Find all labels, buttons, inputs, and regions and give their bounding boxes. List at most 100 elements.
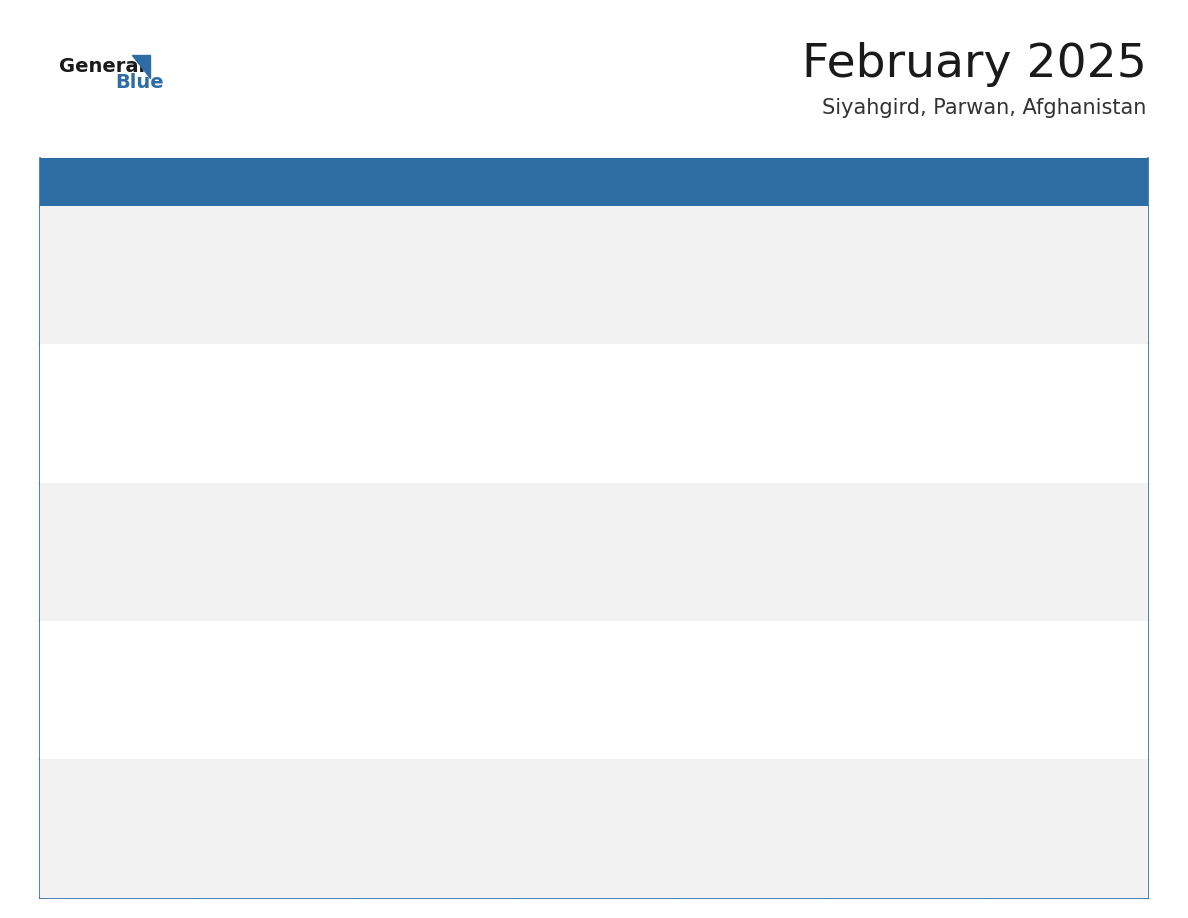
Text: Sunset: 5:37 PM: Sunset: 5:37 PM <box>48 666 132 677</box>
Text: Daylight: 11 hours: Daylight: 11 hours <box>997 681 1093 691</box>
Text: Wednesday: Wednesday <box>523 174 608 189</box>
Text: and 21 minutes.: and 21 minutes. <box>681 834 765 845</box>
Text: Sunset: 5:47 PM: Sunset: 5:47 PM <box>522 805 607 815</box>
Text: Sunset: 5:42 PM: Sunset: 5:42 PM <box>839 666 923 677</box>
Text: 18: 18 <box>364 630 385 645</box>
Text: Sunrise: 6:52 AM: Sunrise: 6:52 AM <box>48 375 137 386</box>
Text: and 31 minutes.: and 31 minutes. <box>48 420 133 430</box>
Text: Daylight: 10 hours: Daylight: 10 hours <box>206 405 302 415</box>
Text: Sunrise: 6:42 AM: Sunrise: 6:42 AM <box>681 514 769 523</box>
Text: Sunrise: 6:26 AM: Sunrise: 6:26 AM <box>681 790 769 800</box>
Text: Sunrise: 6:41 AM: Sunrise: 6:41 AM <box>839 514 927 523</box>
Text: Sunrise: 6:50 AM: Sunrise: 6:50 AM <box>522 375 611 386</box>
Text: Sunset: 5:28 PM: Sunset: 5:28 PM <box>839 390 923 400</box>
Text: and 42 minutes.: and 42 minutes. <box>997 420 1082 430</box>
Text: Daylight: 11 hours: Daylight: 11 hours <box>522 820 619 830</box>
Text: and 44 minutes.: and 44 minutes. <box>48 558 133 567</box>
Text: 25: 25 <box>364 768 384 784</box>
Text: 27: 27 <box>681 768 701 784</box>
Text: General: General <box>59 57 145 75</box>
Text: Sunset: 5:30 PM: Sunset: 5:30 PM <box>48 529 132 538</box>
Text: Sunrise: 6:35 AM: Sunrise: 6:35 AM <box>681 652 769 662</box>
Text: Sunset: 5:38 PM: Sunset: 5:38 PM <box>206 666 290 677</box>
Text: Daylight: 11 hours: Daylight: 11 hours <box>839 820 935 830</box>
Text: Friday: Friday <box>840 174 884 189</box>
Text: Sunset: 5:43 PM: Sunset: 5:43 PM <box>997 666 1081 677</box>
Text: Sunrise: 6:36 AM: Sunrise: 6:36 AM <box>522 652 611 662</box>
Text: Daylight: 10 hours: Daylight: 10 hours <box>48 405 144 415</box>
Text: Daylight: 11 hours: Daylight: 11 hours <box>839 681 935 691</box>
Text: Daylight: 10 hours: Daylight: 10 hours <box>48 543 144 553</box>
Text: 15: 15 <box>997 492 1017 507</box>
Text: and 53 minutes.: and 53 minutes. <box>839 558 923 567</box>
Text: 16: 16 <box>48 630 68 645</box>
Text: 19: 19 <box>522 630 543 645</box>
Text: Daylight: 10 hours: Daylight: 10 hours <box>839 543 935 553</box>
Text: Sunset: 5:47 PM: Sunset: 5:47 PM <box>681 805 765 815</box>
Text: Sunrise: 6:29 AM: Sunrise: 6:29 AM <box>364 790 453 800</box>
Text: and 51 minutes.: and 51 minutes. <box>681 558 765 567</box>
Text: Sunset: 5:22 PM: Sunset: 5:22 PM <box>997 252 1081 262</box>
Text: Sunrise: 6:44 AM: Sunrise: 6:44 AM <box>364 514 453 523</box>
Text: Sunrise: 6:47 AM: Sunrise: 6:47 AM <box>997 375 1086 386</box>
Text: and 19 minutes.: and 19 minutes. <box>522 834 607 845</box>
Text: and 0 minutes.: and 0 minutes. <box>206 696 284 706</box>
Text: 2: 2 <box>48 353 58 368</box>
Text: Daylight: 11 hours: Daylight: 11 hours <box>206 681 303 691</box>
Text: Sunrise: 6:46 AM: Sunrise: 6:46 AM <box>48 514 137 523</box>
Text: Sunset: 5:32 PM: Sunset: 5:32 PM <box>364 529 449 538</box>
Text: Daylight: 10 hours: Daylight: 10 hours <box>839 405 935 415</box>
Text: Monday: Monday <box>207 174 265 189</box>
Text: and 10 minutes.: and 10 minutes. <box>997 696 1081 706</box>
Text: Sunset: 5:36 PM: Sunset: 5:36 PM <box>997 529 1081 538</box>
Text: Sunrise: 6:48 AM: Sunrise: 6:48 AM <box>839 375 927 386</box>
Text: Sunrise: 6:34 AM: Sunrise: 6:34 AM <box>839 652 927 662</box>
Text: and 12 minutes.: and 12 minutes. <box>48 834 133 845</box>
Text: Daylight: 10 hours: Daylight: 10 hours <box>364 543 461 553</box>
Text: Sunrise: 6:31 AM: Sunrise: 6:31 AM <box>48 790 137 800</box>
Text: Daylight: 11 hours: Daylight: 11 hours <box>206 820 303 830</box>
Text: Sunrise: 6:37 AM: Sunrise: 6:37 AM <box>364 652 453 662</box>
Text: 20: 20 <box>681 630 701 645</box>
Text: Sunset: 5:25 PM: Sunset: 5:25 PM <box>364 390 449 400</box>
Text: 26: 26 <box>522 768 542 784</box>
Text: 21: 21 <box>839 630 859 645</box>
Text: Thursday: Thursday <box>682 174 750 189</box>
Text: Sunrise: 6:49 AM: Sunrise: 6:49 AM <box>681 375 769 386</box>
Text: 1: 1 <box>997 215 1006 230</box>
Text: 13: 13 <box>681 492 701 507</box>
Text: Sunrise: 6:45 AM: Sunrise: 6:45 AM <box>206 514 295 523</box>
Text: Daylight: 11 hours: Daylight: 11 hours <box>48 820 144 830</box>
Text: Daylight: 10 hours: Daylight: 10 hours <box>997 543 1093 553</box>
Text: and 40 minutes.: and 40 minutes. <box>839 420 923 430</box>
Text: Sunset: 5:24 PM: Sunset: 5:24 PM <box>206 390 290 400</box>
Text: Sunset: 5:35 PM: Sunset: 5:35 PM <box>839 529 923 538</box>
Text: Sunset: 5:33 PM: Sunset: 5:33 PM <box>522 529 607 538</box>
Text: Sunset: 5:26 PM: Sunset: 5:26 PM <box>522 390 607 400</box>
Text: Daylight: 10 hours: Daylight: 10 hours <box>681 405 777 415</box>
Text: Sunday: Sunday <box>49 174 103 189</box>
Text: 9: 9 <box>48 492 58 507</box>
Text: Daylight: 11 hours: Daylight: 11 hours <box>364 820 461 830</box>
Text: and 32 minutes.: and 32 minutes. <box>206 420 291 430</box>
Text: Sunset: 5:34 PM: Sunset: 5:34 PM <box>681 529 765 538</box>
Text: 5: 5 <box>522 353 532 368</box>
Text: 17: 17 <box>206 630 226 645</box>
Text: 3: 3 <box>206 353 216 368</box>
Text: Sunrise: 6:40 AM: Sunrise: 6:40 AM <box>997 514 1085 523</box>
Text: and 8 minutes.: and 8 minutes. <box>839 696 917 706</box>
Text: Sunset: 5:27 PM: Sunset: 5:27 PM <box>681 390 765 400</box>
Text: 12: 12 <box>522 492 543 507</box>
Text: Saturday: Saturday <box>998 174 1064 189</box>
Text: February 2025: February 2025 <box>802 41 1146 87</box>
Text: Sunset: 5:41 PM: Sunset: 5:41 PM <box>681 666 765 677</box>
Text: Daylight: 10 hours: Daylight: 10 hours <box>522 543 619 553</box>
Text: 24: 24 <box>206 768 226 784</box>
Text: Sunset: 5:31 PM: Sunset: 5:31 PM <box>206 529 290 538</box>
Text: 4: 4 <box>364 353 374 368</box>
Text: Sunrise: 6:39 AM: Sunrise: 6:39 AM <box>48 652 137 662</box>
Text: Daylight: 10 hours: Daylight: 10 hours <box>364 405 461 415</box>
Text: and 23 minutes.: and 23 minutes. <box>839 834 923 845</box>
Text: Daylight: 11 hours: Daylight: 11 hours <box>681 681 777 691</box>
Text: and 36 minutes.: and 36 minutes. <box>522 420 607 430</box>
